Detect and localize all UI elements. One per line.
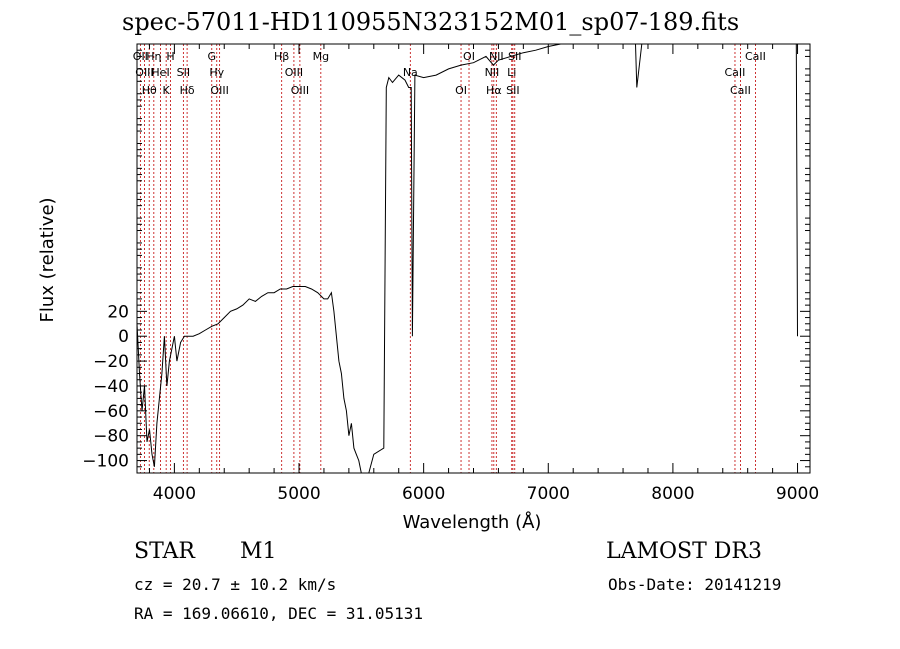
line-markers bbox=[139, 44, 756, 473]
line-marker-label: SII bbox=[506, 84, 519, 97]
line-marker-label: OIII bbox=[210, 84, 228, 97]
x-axis-ticks: 4000 5000 6000 7000 8000 9000 bbox=[148, 44, 819, 504]
object-class: STAR bbox=[134, 539, 195, 564]
line-marker-label: NII bbox=[485, 66, 500, 79]
line-marker-label: Li bbox=[507, 66, 516, 79]
y-tick-label: −40 bbox=[93, 377, 129, 397]
observation-date: Obs-Date: 20141219 bbox=[608, 575, 782, 594]
redshift-velocity: cz = 20.7 ± 10.2 km/s bbox=[134, 575, 337, 594]
y-axis-label: Flux (relative) bbox=[37, 197, 58, 322]
y-tick-label: −100 bbox=[82, 452, 129, 472]
line-marker-label: Hα bbox=[486, 84, 502, 97]
line-marker-label: Hη bbox=[146, 50, 161, 63]
survey-name: LAMOST DR3 bbox=[606, 539, 762, 564]
line-marker-label: NII bbox=[489, 50, 504, 63]
y-tick-label: −80 bbox=[93, 427, 129, 447]
y-tick-label: −20 bbox=[93, 352, 129, 372]
x-tick-label: 8000 bbox=[651, 484, 694, 504]
line-marker-label: G bbox=[208, 50, 217, 63]
y-tick-label: 0 bbox=[118, 327, 129, 347]
y-axis-ticks: −100 −80 −60 −40 −20 0 20 bbox=[82, 49, 810, 472]
line-marker-label: SII bbox=[177, 66, 190, 79]
line-marker-label: OIII bbox=[291, 84, 309, 97]
line-marker-label: CaII bbox=[745, 50, 766, 63]
line-marker-label: H bbox=[166, 50, 174, 63]
x-tick-label: 5000 bbox=[277, 484, 320, 504]
line-marker-label: CaII bbox=[730, 84, 751, 97]
chart-title: spec-57011-HD110955N323152M01_sp07-189.f… bbox=[122, 8, 740, 36]
line-marker-label: Hδ bbox=[180, 84, 195, 97]
line-marker-labels: OIIOIIIHθHηHeIKHSIIHδGHγOIIIHβOIIIOIIIMg… bbox=[133, 50, 766, 97]
plot-frame bbox=[136, 43, 811, 474]
object-subclass: M1 bbox=[240, 539, 277, 564]
line-marker-label: HeI bbox=[151, 66, 169, 79]
sky-coordinates: RA = 169.06610, DEC = 31.05131 bbox=[134, 604, 423, 623]
line-marker-label: Na bbox=[403, 66, 418, 79]
line-marker-label: OIII bbox=[285, 66, 303, 79]
x-tick-label: 6000 bbox=[402, 484, 445, 504]
line-marker-label: Hγ bbox=[209, 66, 224, 79]
line-marker-label: Mg bbox=[313, 50, 329, 63]
x-tick-label: 4000 bbox=[153, 484, 196, 504]
line-marker-label: OI bbox=[463, 50, 475, 63]
spectrum-line bbox=[136, 43, 798, 474]
x-tick-label: 7000 bbox=[527, 484, 570, 504]
line-marker-label: SII bbox=[508, 50, 521, 63]
line-marker-label: K bbox=[163, 84, 171, 97]
y-tick-label: 20 bbox=[107, 302, 129, 322]
x-axis-label: Wavelength (Å) bbox=[403, 511, 542, 533]
y-tick-label: −60 bbox=[93, 402, 129, 422]
line-marker-label: Hθ bbox=[142, 84, 157, 97]
line-marker-label: CaII bbox=[725, 66, 746, 79]
line-marker-label: OI bbox=[455, 84, 467, 97]
x-tick-label: 9000 bbox=[776, 484, 819, 504]
line-marker-label: Hβ bbox=[274, 50, 289, 63]
